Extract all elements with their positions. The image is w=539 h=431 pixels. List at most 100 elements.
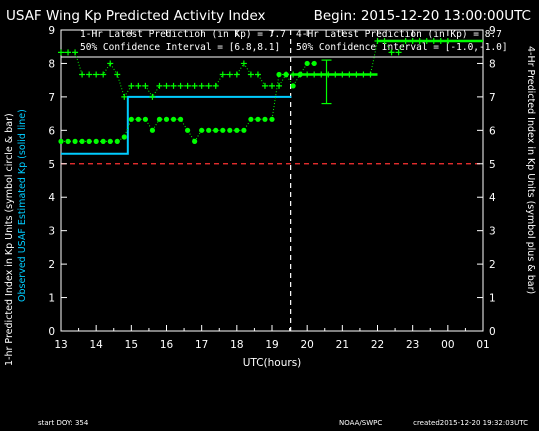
four-hr-latest-text: 4-Hr Latest Prediction (in Kp) = 8.7: [296, 29, 502, 40]
one-hr-circle-marker: [206, 127, 212, 133]
x-tick-label: 15: [125, 339, 138, 351]
x-tick-label: 17: [195, 339, 208, 351]
four-hr-plus-marker: [58, 49, 64, 56]
one-hr-circle-marker: [135, 116, 141, 122]
y-tick-label-right: 2: [489, 259, 496, 271]
observed-kp-line: [61, 95, 292, 155]
four-hr-plus-marker: [149, 93, 156, 100]
y-tick-label-left: 7: [48, 92, 55, 104]
one-hr-circle-marker: [255, 116, 261, 122]
one-hr-circle-marker: [234, 127, 240, 133]
one-hr-circle-marker: [241, 127, 247, 133]
four-hr-plus-marker: [240, 60, 247, 67]
one-hr-circle-marker: [156, 116, 163, 122]
x-tick-label: 16: [160, 339, 174, 351]
one-hr-circle-marker: [100, 138, 106, 144]
y-tick-label-right: 9: [489, 25, 496, 37]
one-hr-confidence-text: 50% Confidence Interval = [6.8,8.1]: [80, 42, 280, 53]
four-hr-plus-marker: [247, 71, 254, 78]
x-tick-label: 13: [54, 339, 67, 351]
four-hr-plus-marker: [128, 82, 135, 89]
one-hr-circle-marker: [93, 138, 99, 144]
one-hr-circle-marker: [107, 138, 113, 144]
one-hr-circle-marker: [227, 127, 233, 133]
four-hr-plus-marker: [184, 82, 191, 89]
one-hr-circle-marker: [121, 134, 127, 140]
four-hr-plus-marker: [198, 82, 205, 89]
y-tick-label-left: 1: [48, 293, 55, 305]
y-tick-label-right: 0: [489, 326, 496, 338]
four-hr-plus-marker: [395, 49, 402, 56]
four-hr-plus-marker: [79, 71, 86, 78]
four-hr-plus-marker: [177, 82, 184, 89]
four-hr-plus-marker: [219, 71, 226, 78]
x-tick-label: 00: [441, 339, 454, 351]
one-hr-circle-marker: [290, 83, 296, 89]
four-hr-plus-marker: [205, 82, 212, 89]
one-hr-circle-marker: [72, 138, 78, 144]
four-hr-plus-marker: [212, 82, 219, 89]
x-tick-label: 01: [476, 339, 489, 351]
four-hr-plus-marker: [388, 49, 395, 56]
x-tick-label: 19: [265, 339, 278, 351]
one-hr-circle-marker: [142, 116, 148, 122]
chart-title: USAF Wing Kp Predicted Activity Index: [6, 8, 266, 24]
y-tick-label-right: 3: [489, 226, 496, 238]
one-hr-circle-marker: [79, 138, 85, 144]
one-hr-circle-marker: [192, 138, 198, 144]
x-tick-label: 22: [371, 339, 384, 351]
y-tick-label-right: 5: [489, 159, 496, 171]
y-tick-label-right: 1: [489, 293, 496, 305]
four-hr-plus-marker: [163, 82, 170, 89]
four-hr-plus-marker: [86, 71, 93, 78]
y-tick-label-right: 8: [489, 58, 496, 70]
source-label: NOAA/SWPC: [339, 419, 382, 427]
one-hr-circle-marker: [177, 116, 184, 122]
four-hr-plus-marker: [269, 82, 275, 89]
left-axis-label-1: 1-hr Predicted Index in Kp Units (symbol…: [4, 113, 15, 366]
four-hr-plus-marker: [93, 71, 100, 78]
one-hr-circle-marker: [248, 116, 254, 122]
x-tick-label: 18: [230, 339, 243, 351]
one-hr-circle-marker: [86, 138, 92, 144]
four-hr-plus-marker: [142, 82, 149, 89]
begin-time: Begin: 2015-12-20 13:00:00UTC: [314, 8, 531, 24]
four-hr-plus-marker: [233, 71, 240, 78]
one-hr-circle-marker: [163, 116, 170, 122]
one-hr-circle-marker: [283, 71, 289, 78]
four-hr-plus-marker: [254, 71, 261, 78]
x-axis-label: UTC(hours): [243, 357, 302, 369]
y-tick-label-left: 4: [48, 192, 55, 204]
y-tick-label-left: 0: [48, 326, 55, 338]
created-timestamp: created2015-12-20 19:32:03UTC: [413, 419, 528, 427]
four-hr-plus-marker: [72, 49, 79, 56]
four-hr-plus-marker: [65, 49, 72, 56]
left-axis-label-2: Observed USAF Estimated Kp (solid line): [17, 109, 28, 302]
one-hr-circle-marker: [170, 116, 177, 122]
y-tick-label-left: 3: [48, 226, 55, 238]
axis-ticks: 0 01 12 23 34 45 56 67 78 89 913 14 15 16 17 18 19 20 21 22…: [48, 25, 496, 351]
y-tick-label-left: 5: [48, 159, 55, 171]
x-tick-label: 14: [89, 339, 103, 351]
one-hr-circle-marker: [269, 116, 275, 122]
y-tick-label-right: 4: [489, 192, 496, 204]
four-hr-plus-marker: [170, 82, 177, 89]
one-hr-circle-marker: [262, 116, 268, 122]
y-tick-label-left: 6: [48, 125, 55, 137]
y-tick-label-left: 2: [48, 259, 55, 271]
one-hr-circle-marker: [199, 127, 205, 133]
one-hr-circle-marker: [276, 71, 282, 78]
y-tick-label-right: 6: [489, 125, 496, 137]
one-hr-circle-marker: [65, 138, 71, 144]
one-hr-circle-marker: [213, 127, 219, 133]
four-hr-plus-marker: [107, 60, 114, 67]
one-hr-circle-marker: [220, 127, 226, 133]
right-axis-label: 4-Hr Predicted Index in Kp Units (symbol…: [525, 46, 536, 294]
x-tick-label: 20: [300, 339, 313, 351]
x-tick-label: 23: [406, 339, 419, 351]
one-hr-circle-marker: [185, 127, 191, 133]
one-hr-circle-marker: [58, 138, 64, 144]
four-hr-plus-marker: [156, 82, 163, 89]
four-hr-plus-marker: [100, 71, 107, 78]
